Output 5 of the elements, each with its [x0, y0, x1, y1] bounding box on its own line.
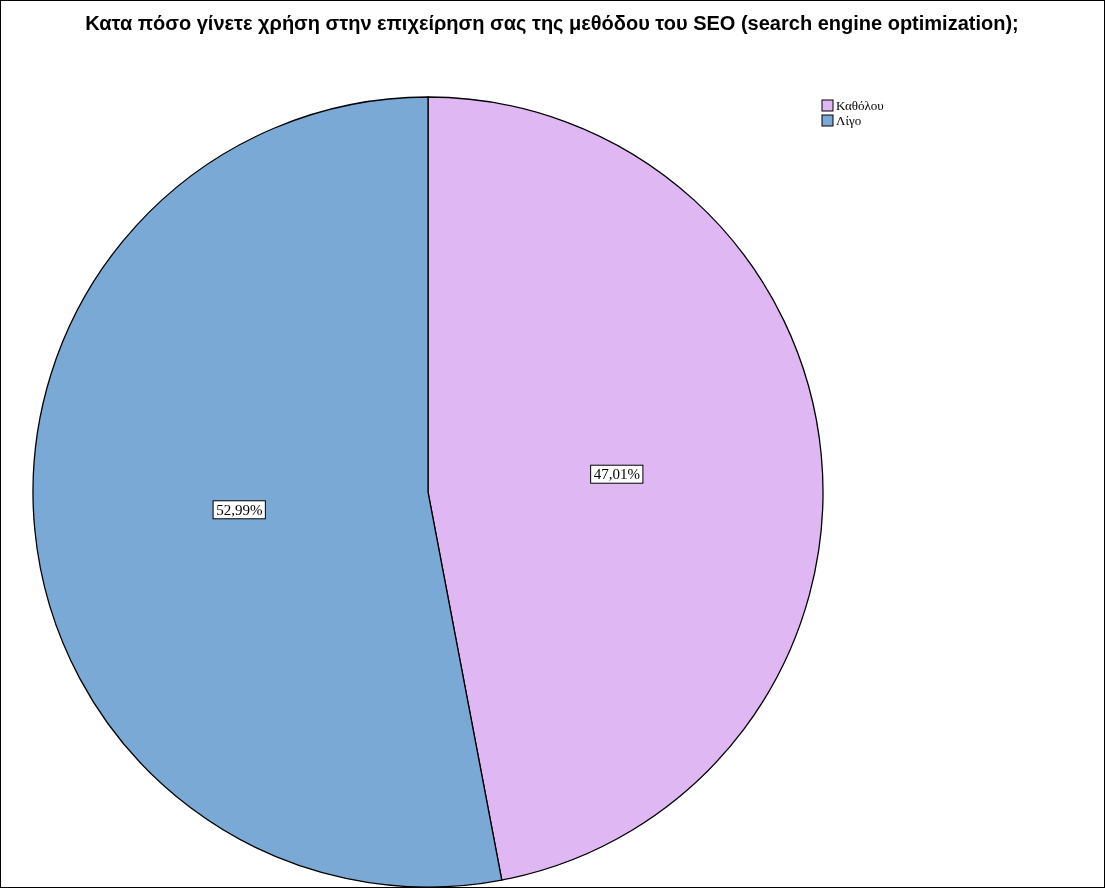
chart-title: Κατα πόσο γίνετε χρήση στην επιχείρηση σας της μεθόδου του SEO (search engine optimization);: [85, 12, 1019, 34]
data-label: 47,01%: [593, 466, 640, 483]
data-label: 52,99%: [216, 501, 263, 518]
legend-label: Λίγο: [836, 113, 862, 128]
legend-label: Καθόλου: [836, 98, 884, 113]
